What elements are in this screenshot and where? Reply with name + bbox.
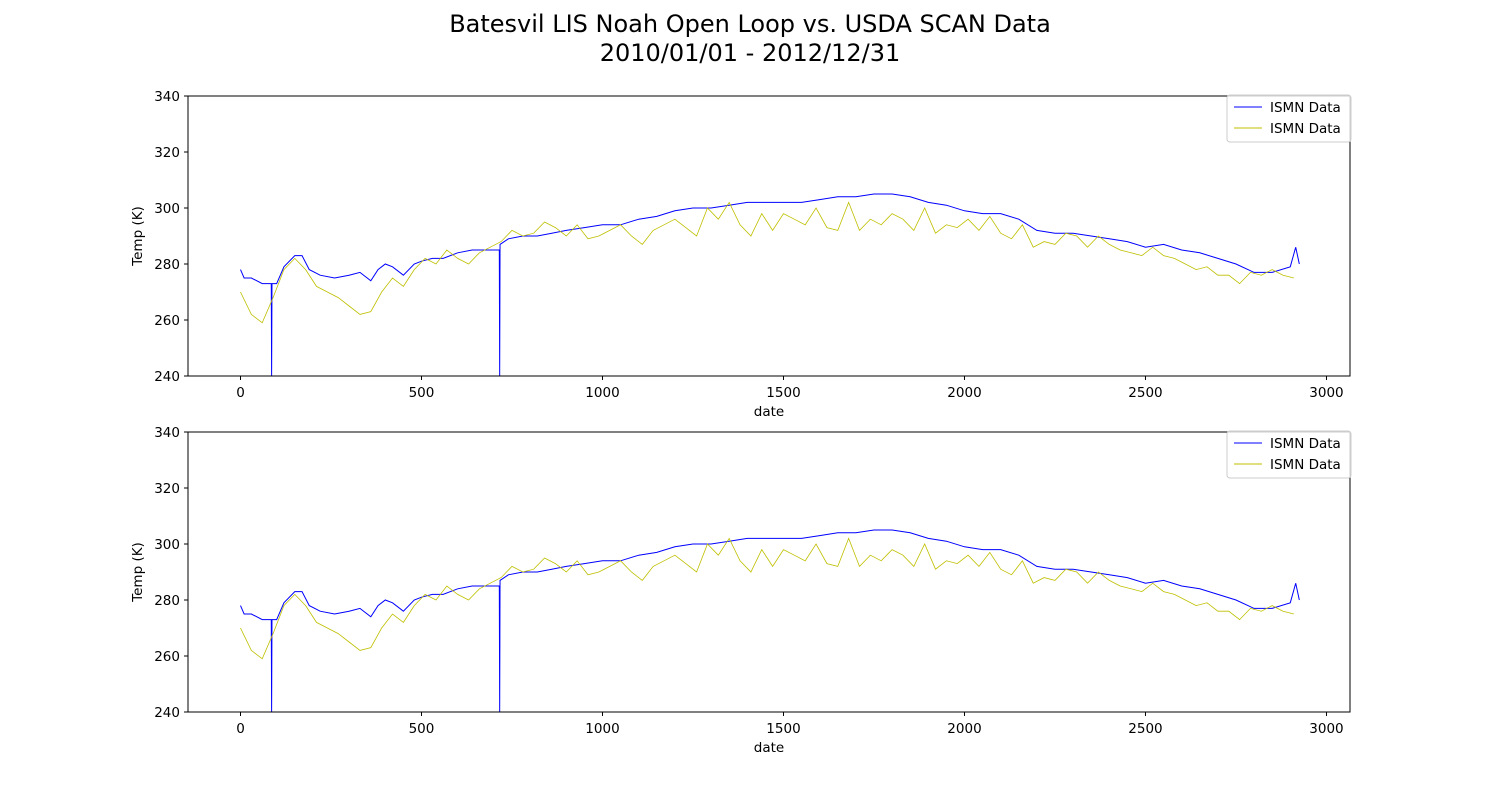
- x-tick-label: 0: [236, 721, 245, 737]
- x-tick-label: 3000: [1309, 385, 1343, 401]
- y-tick-label: 320: [154, 481, 180, 497]
- x-axis-label: date: [754, 740, 784, 756]
- series-line-blue: [240, 529, 1300, 712]
- legend-label: ISMN Data: [1270, 457, 1341, 473]
- y-axis-label: Temp (K): [130, 206, 146, 267]
- y-tick-label: 260: [154, 649, 180, 665]
- y-tick-label: 340: [154, 89, 180, 105]
- x-tick-label: 2500: [1128, 385, 1162, 401]
- y-tick-label: 300: [154, 537, 180, 553]
- figure-title-line2: 2010/01/01 - 2012/12/31: [599, 39, 901, 67]
- chart-panel-2: 0 500 1000 1500 2000 2500 3000 240 260 280 300 320 3…: [130, 425, 1352, 756]
- y-tick-label: 240: [154, 369, 180, 385]
- plot-frame: [187, 95, 1351, 377]
- x-tick-label: 1000: [585, 385, 619, 401]
- series-line-blue: [240, 193, 1300, 376]
- x-tick-label: 500: [409, 721, 435, 737]
- series-line-yellow: [240, 201, 1294, 324]
- y-tick-label: 240: [154, 705, 180, 721]
- legend: ISMN Data ISMN Data: [1226, 94, 1352, 143]
- x-tick-label: 500: [409, 385, 435, 401]
- x-tick-label: 2500: [1128, 721, 1162, 737]
- x-tick-label: 1500: [766, 721, 800, 737]
- legend-label: ISMN Data: [1270, 121, 1341, 137]
- x-tick-label: 1000: [585, 721, 619, 737]
- y-tick-label: 340: [154, 425, 180, 441]
- y-tick-label: 260: [154, 313, 180, 329]
- chart-panel-1: 0 500 1000 1500 2000 2500 3000 240 260 280 300 320 3…: [130, 89, 1352, 420]
- x-tick-label: 3000: [1309, 721, 1343, 737]
- x-tick-label: 2000: [947, 721, 981, 737]
- y-tick-label: 320: [154, 145, 180, 161]
- figure-title-line1: Batesvil LIS Noah Open Loop vs. USDA SCA…: [449, 10, 1051, 38]
- x-axis-label: date: [754, 404, 784, 420]
- x-tick-label: 2000: [947, 385, 981, 401]
- y-axis-label: Temp (K): [130, 542, 146, 603]
- plot-frame: [187, 431, 1351, 713]
- legend: ISMN Data ISMN Data: [1226, 430, 1352, 479]
- legend-label: ISMN Data: [1270, 100, 1341, 116]
- y-tick-label: 300: [154, 201, 180, 217]
- legend-label: ISMN Data: [1270, 436, 1341, 452]
- y-tick-label: 280: [154, 257, 180, 273]
- series-line-yellow: [240, 537, 1294, 660]
- y-tick-label: 280: [154, 593, 180, 609]
- x-tick-label: 1500: [766, 385, 800, 401]
- x-tick-label: 0: [236, 385, 245, 401]
- figure-title: Batesvil LIS Noah Open Loop vs. USDA SCA…: [0, 10, 1500, 68]
